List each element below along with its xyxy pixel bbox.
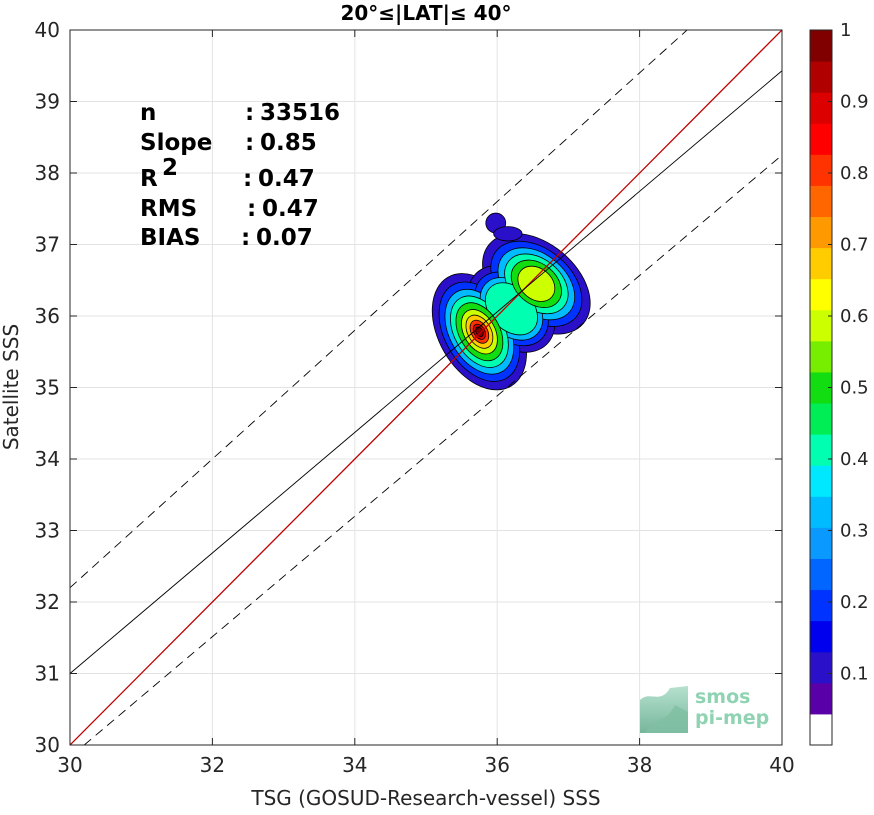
contour-patch xyxy=(493,226,523,242)
contour-patch xyxy=(517,265,556,302)
y-tick-label: 32 xyxy=(35,590,60,614)
colorbar-swatch xyxy=(810,496,832,528)
colorbar: 0.1 0.2 0.3 0.4 0.5 0.6 0.7 0.8 0.9 1 xyxy=(809,20,869,746)
x-tick-label: 38 xyxy=(627,753,652,777)
stat-label: Slope xyxy=(140,130,212,156)
colorbar-swatch xyxy=(810,247,832,280)
colorbar-swatch xyxy=(810,527,832,559)
colorbar-swatch xyxy=(810,465,832,497)
y-tick-label: 38 xyxy=(35,161,60,185)
colorbar-swatch xyxy=(810,558,832,591)
stat-value: 0.47 xyxy=(258,166,315,192)
stat-label: RMS xyxy=(140,196,197,222)
colorbar-swatch xyxy=(810,434,832,466)
colorbar-tick-label: 0.1 xyxy=(840,664,869,685)
colorbar-swatch xyxy=(810,61,832,93)
x-tick-label: 32 xyxy=(200,753,225,777)
x-tick-label: 40 xyxy=(769,753,794,777)
colorbar-swatch xyxy=(810,309,832,342)
y-tick-label: 31 xyxy=(35,662,60,686)
x-tick-label: 36 xyxy=(484,753,509,777)
grid xyxy=(70,30,782,745)
colorbar-swatch xyxy=(810,371,832,404)
axis-ticks: 30 32 34 36 38 40 30 31 32 33 34 35 36 37 38 39 40 xyxy=(35,18,795,777)
stat-separator: : xyxy=(243,166,252,192)
stat-value: 0.47 xyxy=(262,196,319,222)
colorbar-tick-label: 0.5 xyxy=(840,378,869,399)
logo-text-pimep: pi-mep xyxy=(695,707,769,729)
colorbar-swatch xyxy=(810,403,832,435)
colorbar-tick-label: 0.9 xyxy=(840,92,869,113)
stat-separator: : xyxy=(245,100,254,126)
colorbar-swatch xyxy=(810,340,832,373)
stat-value: 33516 xyxy=(260,100,340,126)
colorbar-swatch xyxy=(810,92,832,124)
x-axis-label: TSG (GOSUD-Research-vessel) SSS xyxy=(250,786,600,810)
colorbar-swatch xyxy=(810,589,832,622)
colorbar-tick-label: 0.7 xyxy=(840,235,869,256)
colorbar-tick-label: 0.4 xyxy=(840,449,869,470)
colorbar-swatch xyxy=(810,123,832,155)
chart-title: 20°≤|LAT|≤ 40° xyxy=(340,1,511,25)
stat-label: R xyxy=(140,166,158,192)
y-tick-label: 30 xyxy=(35,733,60,757)
stat-value: 0.85 xyxy=(260,130,317,156)
x-tick-label: 34 xyxy=(342,753,367,777)
reference-lines xyxy=(70,30,782,745)
y-tick-label: 34 xyxy=(35,447,60,471)
colorbar-swatch xyxy=(810,682,832,715)
colorbar-tick-label: 0.3 xyxy=(840,521,869,542)
colorbar-swatch xyxy=(810,154,832,186)
colorbar-swatch xyxy=(810,651,832,684)
stat-value: 0.07 xyxy=(256,225,313,251)
y-tick-label: 36 xyxy=(35,304,60,328)
x-tick-label: 30 xyxy=(57,753,82,777)
stat-separator: : xyxy=(247,196,256,222)
y-axis-label: Satellite SSS xyxy=(0,324,23,450)
colorbar-tick-label: 0.8 xyxy=(840,163,869,184)
stat-label: n xyxy=(140,100,156,126)
y-tick-label: 35 xyxy=(35,376,60,400)
lower-envelope-line xyxy=(83,154,782,745)
stat-separator: : xyxy=(241,225,250,251)
colorbar-tick-label: 1 xyxy=(840,20,851,41)
colorbar-swatch xyxy=(810,185,832,218)
colorbar-swatch xyxy=(810,216,832,249)
upper-envelope-line xyxy=(70,30,688,589)
colorbar-tick-label: 0.6 xyxy=(840,306,869,327)
y-tick-label: 37 xyxy=(35,233,60,257)
fit-line xyxy=(70,70,782,674)
colorbar-swatch xyxy=(810,30,832,62)
y-tick-label: 40 xyxy=(35,18,60,42)
identity-line xyxy=(70,30,782,745)
density-contours xyxy=(431,212,591,391)
colorbar-tick-label: 0.2 xyxy=(840,592,869,613)
smos-pi-mep-logo: smos pi-mep xyxy=(640,686,769,733)
colorbar-swatch xyxy=(810,278,832,311)
y-tick-label: 39 xyxy=(35,90,60,114)
y-tick-label: 33 xyxy=(35,519,60,543)
colorbar-swatch xyxy=(810,620,832,653)
stat-label: BIAS xyxy=(140,225,200,251)
colorbar-swatch xyxy=(810,713,832,746)
logo-text-smos: smos xyxy=(695,686,750,708)
stat-separator: : xyxy=(245,130,254,156)
stat-superscript: 2 xyxy=(162,155,178,181)
